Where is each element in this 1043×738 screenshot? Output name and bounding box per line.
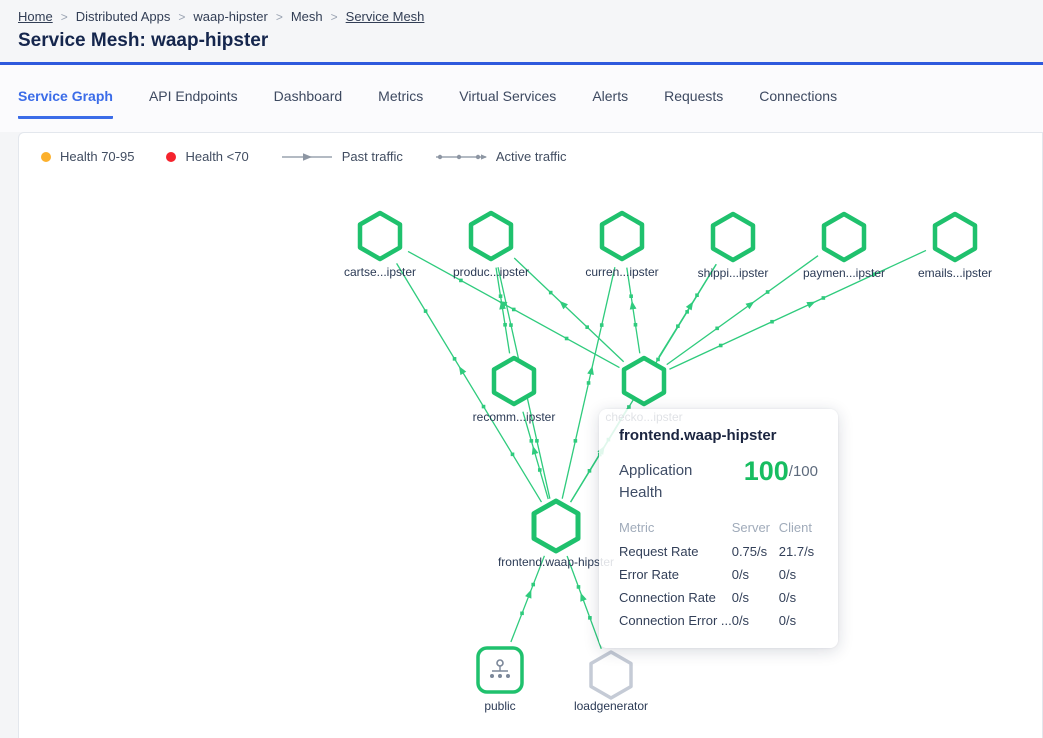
node-label: recomm...ipster [473,410,556,424]
metrics-column-header: Server [731,519,771,535]
node-productcatalog[interactable]: produc...ipster [453,210,529,279]
graph-panel: Health 70-95 Health <70 Past traffic Active… [18,132,1043,738]
node-loadgenerator[interactable]: loadgenerator [574,650,648,713]
breadcrumb-item[interactable]: waap-hipster [193,9,268,24]
tab-metrics[interactable]: Metrics [378,88,424,104]
hexagon-node-icon [589,650,633,700]
tab-service-graph[interactable]: Service Graph [18,88,113,119]
metrics-cell-client: 0/s [778,612,797,628]
node-label: curren...ipster [585,265,658,279]
node-label: loadgenerator [574,699,648,713]
metrics-cell-server: 0/s [731,566,750,582]
breadcrumb-item[interactable]: Mesh [290,9,323,24]
health-warning-dot-icon [41,151,51,162]
metrics-cell-metric: Connection Rate [619,589,716,605]
metrics-table: Metric Server Client Request Rate 0.75/s 21.… [619,517,818,632]
network-icon [490,659,510,678]
metrics-row: Request Rate 0.75/s 21.7/s [619,540,818,563]
metrics-cell-client: 21.7/s [778,543,815,559]
node-label: cartse...ipster [344,265,416,279]
legend-item: Health <70 [166,149,249,164]
tab-bar: Service Graph API Endpoints Dashboard Metri… [0,65,1043,132]
legend-label: Active traffic [495,149,567,164]
health-score: 100 [743,456,789,486]
node-label: produc...ipster [453,265,529,279]
metrics-row: Error Rate 0/s 0/s [619,563,818,586]
node-label: shippi...ipster [698,266,769,280]
legend-item: Active traffic [435,149,567,164]
metrics-cell-metric: Connection Error ... [619,612,732,628]
tab-api-endpoints[interactable]: API Endpoints [148,88,238,104]
header-divider [0,62,1043,65]
content-area: Health 70-95 Health <70 Past traffic Active… [0,132,1043,738]
health-score-group: 100 /100 [744,456,818,504]
page-header: Home > Distributed Apps > waap-hipster > Mesh >… [0,0,1043,62]
metrics-column-header: Metric [619,519,655,535]
node-tooltip: frontend.waap-hipster Application Health… [599,409,838,648]
hexagon-node-icon [821,211,867,263]
node-emailservice[interactable]: emails...ipster [918,211,992,280]
metrics-row: Connection Rate 0/s 0/s [619,586,818,609]
tab-requests[interactable]: Requests [664,88,724,104]
active-traffic-arrow-icon [435,153,487,160]
node-label: frontend.waap-hipster [498,555,614,569]
legend-label: Past traffic [341,149,403,164]
node-currencyservice[interactable]: curren...ipster [585,210,659,279]
legend-label: Health 70-95 [60,149,135,164]
node-label: emails...ipster [918,266,992,280]
legend-label: Health <70 [185,149,249,164]
breadcrumb-item[interactable]: Distributed Apps [75,9,171,24]
graph-legend: Health 70-95 Health <70 Past traffic Active… [41,149,566,164]
breadcrumb-separator-icon: > [275,9,283,24]
node-cartservice[interactable]: cartse...ipster [344,210,416,279]
breadcrumb-separator-icon: > [178,9,186,24]
breadcrumb: Home > Distributed Apps > waap-hipster > Mesh >… [18,9,424,24]
hexagon-node-icon [531,498,581,554]
node-label: paymen...ipster [803,266,885,280]
legend-item: Past traffic [281,149,403,164]
hexagon-node-icon [599,210,645,262]
node-paymentservice[interactable]: paymen...ipster [803,211,885,280]
metrics-header-row: Metric Server Client [619,517,818,540]
metrics-cell-client: 0/s [778,589,797,605]
hexagon-node-icon [710,211,756,263]
tab-dashboard[interactable]: Dashboard [273,88,343,104]
breadcrumb-separator-icon: > [60,9,68,24]
tooltip-health-row: Application Health 100 /100 [619,456,818,504]
health-label: Application Health [619,462,693,501]
hexagon-node-icon [468,210,514,262]
tab-alerts[interactable]: Alerts [592,88,629,104]
tooltip-title: frontend.waap-hipster [619,427,777,444]
hexagon-node-icon [491,355,537,407]
tab-connections[interactable]: Connections [759,88,838,104]
metrics-cell-metric: Error Rate [619,566,679,582]
hexagon-node-icon [621,355,667,407]
node-label: public [484,699,515,713]
health-critical-dot-icon [166,151,177,162]
metrics-cell-client: 0/s [778,566,797,582]
node-shippingservice[interactable]: shippi...ipster [698,211,769,280]
legend-item: Health 70-95 [41,149,134,164]
metrics-row: Connection Error ... 0/s 0/s [619,609,818,632]
metrics-cell-metric: Request Rate [619,543,699,559]
health-score-max: /100 [788,463,818,480]
hexagon-node-icon [357,210,403,262]
node-recommendation[interactable]: recomm...ipster [473,355,556,424]
breadcrumb-separator-icon: > [330,9,338,24]
metrics-cell-server: 0/s [731,612,750,628]
metrics-cell-server: 0.75/s [731,543,768,559]
breadcrumb-item[interactable]: Service Mesh [345,9,425,24]
metrics-column-header: Client [778,519,813,535]
breadcrumb-item[interactable]: Home [18,9,53,24]
metrics-cell-server: 0/s [731,589,750,605]
node-public[interactable]: public [476,646,524,713]
tab-virtual-services[interactable]: Virtual Services [459,88,557,104]
hexagon-node-icon [932,211,978,263]
page-title: Service Mesh: waap-hipster [18,30,269,51]
past-traffic-arrow-icon [281,152,332,161]
node-frontend[interactable]: frontend.waap-hipster [498,498,614,569]
